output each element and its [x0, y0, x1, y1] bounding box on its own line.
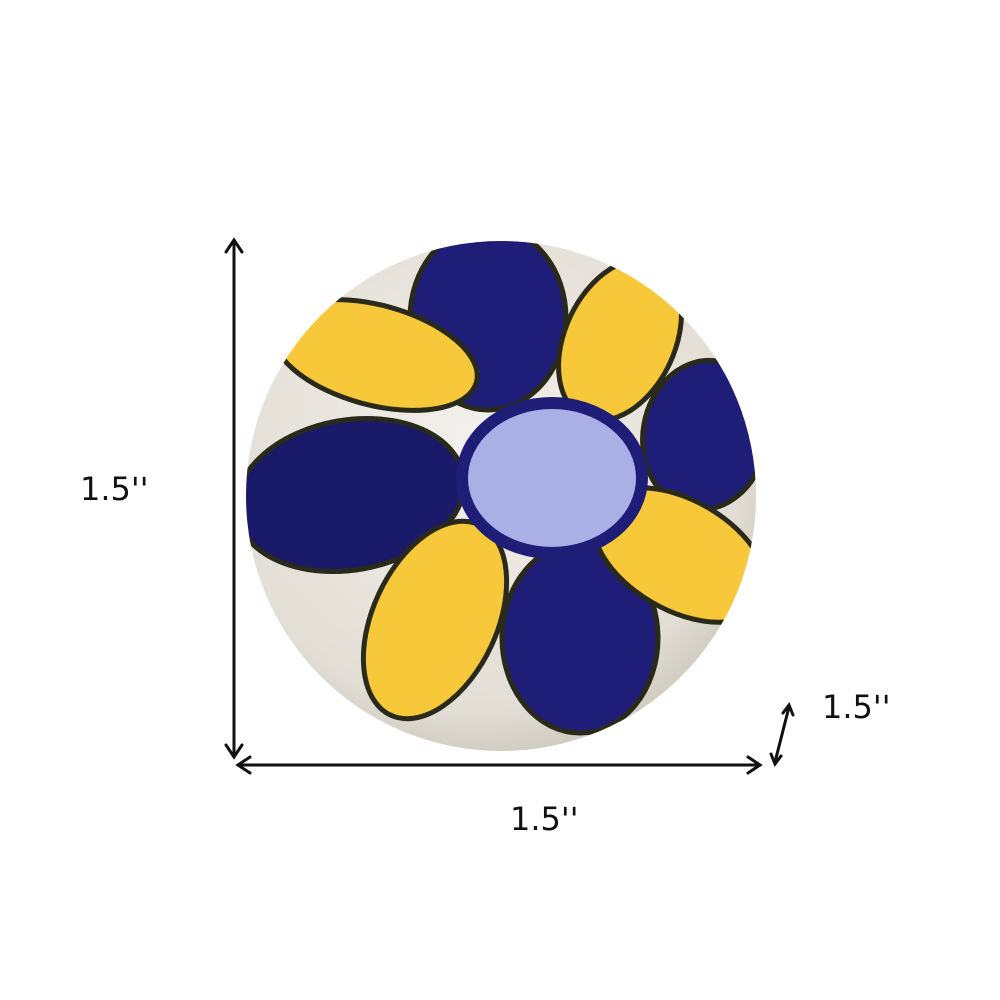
- dimension-arrows: [224, 237, 795, 775]
- depth-arrow: [769, 701, 795, 768]
- flower-center: [456, 397, 648, 559]
- depth-label: 1.5'': [822, 688, 891, 726]
- height-label: 1.5'': [80, 470, 149, 508]
- width-arrow: [235, 755, 763, 775]
- height-arrow: [224, 237, 244, 760]
- width-label: 1.5'': [510, 800, 579, 838]
